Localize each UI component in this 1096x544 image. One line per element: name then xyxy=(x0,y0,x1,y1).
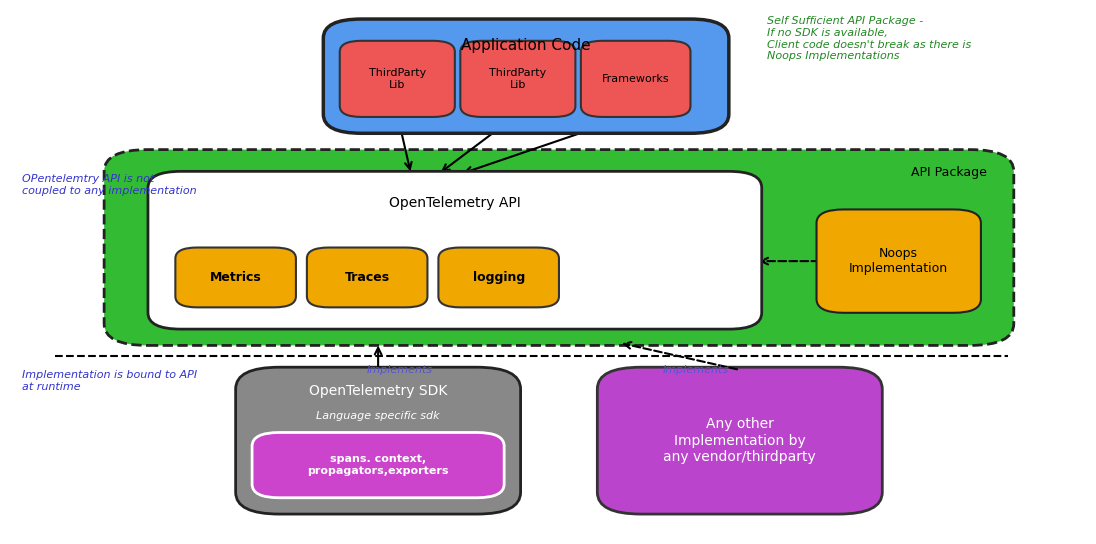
FancyBboxPatch shape xyxy=(597,367,882,514)
Text: OpenTelemetry API: OpenTelemetry API xyxy=(389,196,521,210)
FancyBboxPatch shape xyxy=(236,367,521,514)
Text: ThirdParty
Lib: ThirdParty Lib xyxy=(368,68,426,90)
FancyBboxPatch shape xyxy=(323,19,729,133)
Text: logging: logging xyxy=(472,271,525,284)
Text: Language specific sdk: Language specific sdk xyxy=(317,411,439,421)
Text: Metrics: Metrics xyxy=(209,271,262,284)
FancyBboxPatch shape xyxy=(175,248,296,307)
Text: ThirdParty
Lib: ThirdParty Lib xyxy=(489,68,547,90)
FancyBboxPatch shape xyxy=(817,209,981,313)
Text: API Package: API Package xyxy=(911,166,986,179)
FancyBboxPatch shape xyxy=(438,248,559,307)
Text: OpenTelemetry SDK: OpenTelemetry SDK xyxy=(309,384,447,398)
FancyBboxPatch shape xyxy=(460,41,575,117)
Text: Implementation is bound to API
at runtime: Implementation is bound to API at runtim… xyxy=(22,370,197,392)
FancyBboxPatch shape xyxy=(148,171,762,329)
FancyBboxPatch shape xyxy=(104,150,1014,345)
Text: Frameworks: Frameworks xyxy=(602,74,670,84)
FancyBboxPatch shape xyxy=(340,41,455,117)
Text: Self Sufficient API Package -
If no SDK is available,
Client code doesn't break : Self Sufficient API Package - If no SDK … xyxy=(767,16,971,61)
Text: Implements: Implements xyxy=(367,365,433,375)
Text: Traces: Traces xyxy=(344,271,390,284)
FancyBboxPatch shape xyxy=(252,432,504,498)
Text: Implements: Implements xyxy=(663,365,729,375)
Text: OPentelemtry API is not
coupled to any implementation: OPentelemtry API is not coupled to any i… xyxy=(22,174,196,196)
Text: spans. context,
propagators,exporters: spans. context, propagators,exporters xyxy=(307,454,449,476)
Text: Any other
Implementation by
any vendor/thirdparty: Any other Implementation by any vendor/t… xyxy=(663,417,817,464)
Text: Noops
Implementation: Noops Implementation xyxy=(849,247,948,275)
FancyBboxPatch shape xyxy=(581,41,690,117)
Text: Application Code: Application Code xyxy=(461,38,591,53)
FancyBboxPatch shape xyxy=(307,248,427,307)
